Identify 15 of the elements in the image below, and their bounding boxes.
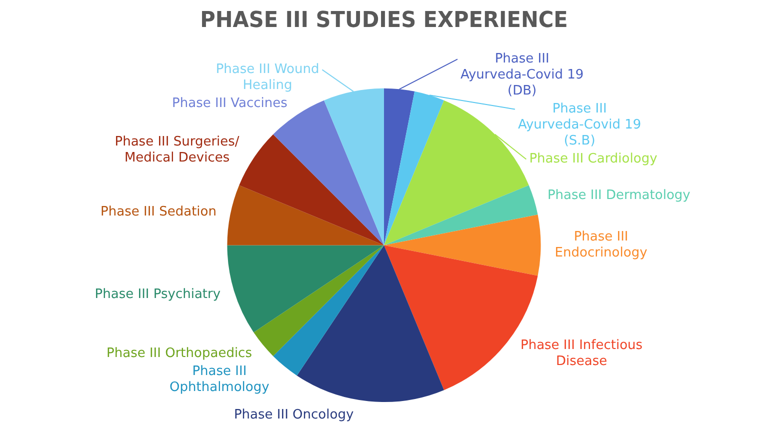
slice-label: Phase III Orthopaedics [106, 346, 252, 361]
slice-label: Phase III Ophthalmology [170, 364, 270, 395]
slice-label: Phase III Oncology [234, 408, 354, 423]
slice-label: Phase III Endocrinology [554, 230, 648, 261]
chart-title: PHASE III STUDIES EXPERIENCE [200, 7, 568, 34]
slice-label: Phase III Psychiatry [94, 287, 221, 302]
slice-label: Phase III Vaccines [172, 96, 288, 112]
slice-label: Phase III Infectious Disease [520, 338, 643, 369]
slice-label: Phase III Surgeries/ Medical Devices [114, 134, 240, 166]
slice-label: Phase III Cardiology [529, 152, 658, 167]
slice-label: Phase III Dermatology [547, 188, 691, 203]
slice-label: Phase III Sedation [100, 204, 216, 220]
slice-label: Phase III Ayurveda-Covid 19 (S.B) [518, 102, 642, 149]
slice-label: Phase III Wound Healing [216, 62, 320, 94]
slice-label: Phase III Ayurveda-Covid 19 (DB) [460, 52, 584, 99]
